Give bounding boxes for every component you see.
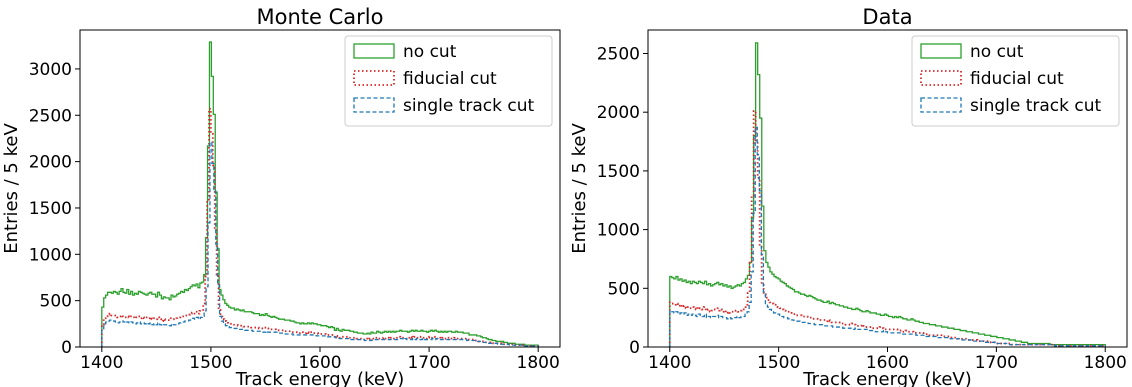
series-single-track-cut-histogram: [101, 141, 539, 347]
series-fiducial-cut-histogram: [668, 110, 1107, 347]
monte-carlo-panel: Monte Carlo 1400 1500 1600 1700 1800 0 500 1000 1…: [1, 5, 561, 387]
legend-swatch: [353, 70, 395, 86]
legend-swatch: [920, 70, 962, 86]
legend-entry-label: single track cut: [403, 96, 535, 116]
series-no-cut-histogram: [669, 42, 1106, 347]
legend: no cut fiducial cut single track cut: [344, 35, 553, 127]
series-fiducial-cut-histogram: [100, 107, 540, 347]
legend-entry-label: fiducial cut: [970, 69, 1064, 89]
y-tick-label: 0: [61, 338, 72, 358]
y-tick-label: 2500: [29, 106, 72, 126]
y-tick-label: 3000: [29, 60, 72, 80]
y-tick-label: 2000: [597, 103, 640, 123]
chart-title: Data: [862, 5, 912, 29]
y-axis-label: Entries / 5 keV: [569, 123, 590, 254]
x-tick-label: 1800: [1084, 353, 1127, 373]
legend-entry-label: single track cut: [970, 96, 1102, 116]
y-tick-label: 500: [40, 292, 72, 312]
y-tick-label: 0: [629, 338, 640, 358]
y-tick-label: 500: [608, 279, 640, 299]
x-tick-label: 1600: [866, 353, 909, 373]
y-tick-label: 1000: [29, 245, 72, 265]
x-tick-label: 1500: [189, 353, 232, 373]
series-single-track-cut-histogram: [669, 126, 1106, 347]
legend-box: [344, 35, 553, 127]
legend-entry-label: no cut: [403, 42, 457, 62]
y-axis-label: Entries / 5 keV: [1, 123, 22, 254]
y-tick-label: 2500: [597, 44, 640, 64]
legend-swatch: [920, 97, 962, 113]
legend-box: [911, 35, 1120, 127]
series-no-cut-histogram: [101, 41, 539, 347]
chart-title: Monte Carlo: [257, 5, 384, 29]
x-tick-label: 1400: [80, 353, 123, 373]
legend: no cut fiducial cut single track cut: [911, 35, 1120, 127]
x-tick-label: 1800: [517, 353, 560, 373]
y-tick-label: 1000: [597, 221, 640, 241]
y-tick-label: 1500: [29, 199, 72, 219]
x-tick-label: 1700: [407, 353, 450, 373]
legend-entry-label: fiducial cut: [403, 69, 497, 89]
legend-entry-label: no cut: [970, 42, 1024, 62]
x-tick-label: 1400: [648, 353, 691, 373]
y-tick-label: 2000: [29, 153, 72, 173]
x-tick-label: 1500: [757, 353, 800, 373]
legend-swatch: [353, 43, 395, 59]
legend-swatch: [920, 43, 962, 59]
x-tick-label: 1600: [298, 353, 341, 373]
x-axis-label: Track energy (keV): [802, 369, 971, 387]
legend-swatch: [353, 97, 395, 113]
y-tick-label: 1500: [597, 162, 640, 182]
x-axis-label: Track energy (keV): [235, 369, 404, 387]
x-tick-label: 1700: [975, 353, 1018, 373]
data-panel: Data 1400 1500 1600 1700 1800 0 500 1000 1500 2000…: [569, 5, 1128, 387]
